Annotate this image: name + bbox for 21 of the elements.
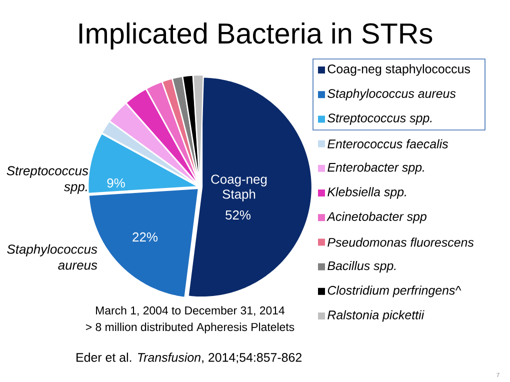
legend-label: Klebsiella spp. [328, 187, 406, 199]
legend-label: Enterobacter spp. [328, 162, 424, 174]
legend-label: Bacillus spp. [328, 260, 396, 273]
legend-label: Enterococcus faecalis [328, 139, 448, 148]
legend-label: Coag-neg staphylococcus [328, 64, 470, 76]
legend-label: Pseudomonas fluorescens [328, 238, 474, 247]
text: Coag-neg Staph [211, 174, 267, 202]
text: Streptococcus spp. [6, 166, 88, 194]
legend-label: Staphylococcus aureus [328, 88, 456, 100]
legend-label: Ralstonia pickettii [328, 310, 424, 322]
data-label: 9% [107, 178, 125, 188]
data-label: 52% [226, 210, 251, 220]
legend-label: Streptococcus spp. [328, 114, 432, 125]
data-label: 22% [132, 232, 158, 242]
text: Staphylococcus aureus [7, 244, 98, 270]
legend-label: Acinetobacter spp [326, 212, 426, 224]
chart-title: Implicated Bacteria in STRs [79, 22, 432, 50]
text: > 8 million distributed Apheresis Platelets [86, 322, 294, 334]
text: Eder et al. Transfusion, 2014;54:857-862 [76, 352, 302, 364]
legend-label: Clostridium perfringens^ [328, 286, 462, 298]
text: March 1, 2004 to December 31, 2014 [96, 306, 285, 316]
